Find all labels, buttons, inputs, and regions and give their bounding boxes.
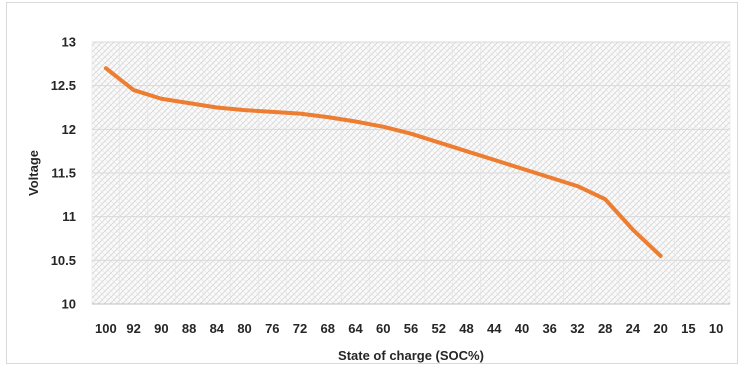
x-tick-label: 36 (542, 321, 556, 336)
data-point (409, 132, 413, 136)
x-tick-label: 32 (570, 321, 584, 336)
y-axis-ticks: 10 10.5 11 11.5 12 12.5 13 (51, 35, 76, 312)
x-tick-label: 90 (154, 321, 168, 336)
data-point (354, 119, 358, 123)
x-tick-label: 80 (237, 321, 251, 336)
x-tick-label: 92 (126, 321, 140, 336)
data-point (132, 88, 136, 92)
data-point (575, 184, 579, 188)
data-point (631, 228, 635, 232)
y-axis-title: Voltage (26, 150, 41, 196)
x-tick-label: 84 (210, 321, 225, 336)
y-tick-label: 11.5 (51, 166, 76, 181)
x-tick-label: 64 (348, 321, 363, 336)
data-point (159, 97, 163, 101)
x-tick-label: 72 (293, 321, 307, 336)
y-tick-label: 11 (62, 209, 76, 224)
x-tick-label: 100 (95, 321, 117, 336)
data-point (437, 140, 441, 144)
data-point (243, 108, 247, 112)
x-tick-label: 68 (321, 321, 335, 336)
data-point (104, 66, 108, 70)
y-tick-label: 10 (62, 297, 76, 312)
x-tick-label: 88 (182, 321, 196, 336)
data-point (464, 149, 468, 153)
data-point (520, 167, 524, 171)
x-tick-label: 40 (515, 321, 529, 336)
x-tick-label: 15 (681, 321, 695, 336)
y-tick-label: 13 (62, 35, 76, 50)
series-layer (103, 66, 663, 258)
data-point (270, 110, 274, 114)
data-point (603, 197, 607, 201)
x-tick-label: 56 (404, 321, 418, 336)
y-tick-label: 12.5 (51, 78, 76, 93)
data-point (298, 112, 302, 116)
data-point (659, 254, 663, 258)
x-tick-label: 48 (459, 321, 473, 336)
x-axis-ticks: 100 92 90 88 84 80 76 72 68 64 60 56 52 48 44 40 36 32 28 2… (95, 321, 723, 336)
x-tick-label: 60 (376, 321, 390, 336)
y-tick-label: 10.5 (51, 253, 76, 268)
data-point (548, 175, 552, 179)
data-point (381, 125, 385, 129)
data-point (326, 115, 330, 119)
x-tick-label: 24 (626, 321, 641, 336)
data-point (187, 101, 191, 105)
x-tick-label: 20 (653, 321, 667, 336)
x-tick-label: 44 (487, 321, 502, 336)
x-tick-label: 52 (432, 321, 446, 336)
x-axis-title: State of charge (SOC%) (338, 348, 484, 363)
x-tick-label: 10 (709, 321, 723, 336)
y-tick-label: 12 (62, 122, 76, 137)
x-tick-label: 28 (598, 321, 612, 336)
data-point (215, 106, 219, 109)
data-point (492, 158, 496, 162)
x-tick-label: 76 (265, 321, 279, 336)
